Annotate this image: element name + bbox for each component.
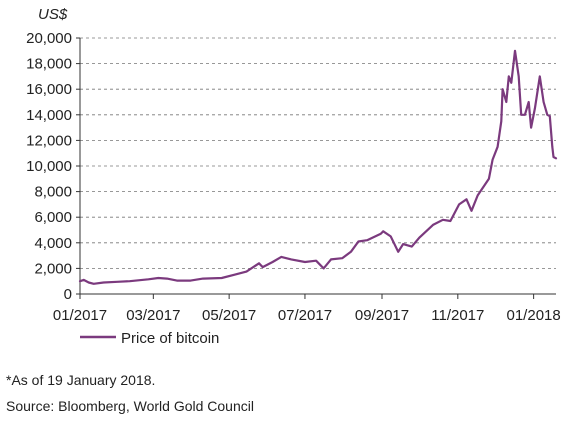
x-tick-label: 05/2017 (202, 307, 256, 324)
series-layer (78, 49, 558, 285)
y-tick-label: 18,000 (26, 56, 72, 73)
y-tick-label: 16,000 (26, 81, 72, 98)
y-tick-label: 10,000 (26, 158, 72, 175)
axes (76, 37, 556, 299)
y-tick-label: 14,000 (26, 107, 72, 124)
x-tick-label: 01/2017 (53, 307, 107, 324)
x-tick-label: 03/2017 (126, 307, 180, 324)
y-tick-label: 4,000 (34, 235, 72, 252)
x-tick-label: 07/2017 (278, 307, 332, 324)
source-note: Source: Bloomberg, World Gold Council (6, 398, 254, 414)
x-tick-label: 11/2017 (431, 307, 484, 324)
y-tick-label: 8,000 (34, 184, 72, 201)
bitcoin-price-chart: US$ 0 2,000 4,000 6,000 8,000 10,000 12,000 14,… (26, 6, 561, 347)
legend: Price of bitcoin (80, 330, 219, 347)
x-tick-label: 09/2017 (355, 307, 409, 324)
series-line-price-of-bitcoin (78, 49, 558, 285)
y-tick-label: 12,000 (26, 132, 72, 149)
gridlines (80, 37, 556, 269)
y-tick-label: 6,000 (34, 209, 72, 226)
footnote: *As of 19 January 2018. (6, 372, 156, 388)
legend-label: Price of bitcoin (121, 330, 219, 347)
y-tick-label: 20,000 (26, 30, 72, 47)
y-axis-unit-label: US$ (38, 6, 68, 23)
y-tick-label: 0 (64, 286, 72, 303)
x-tick-label: 01/2018 (507, 307, 561, 324)
x-tick-labels: 01/2017 03/2017 05/2017 07/2017 09/2017 11/20… (53, 307, 561, 324)
y-tick-label: 2,000 (34, 260, 72, 277)
y-tick-labels: 0 2,000 4,000 6,000 8,000 10,000 12,000 14,000 1… (26, 30, 72, 303)
